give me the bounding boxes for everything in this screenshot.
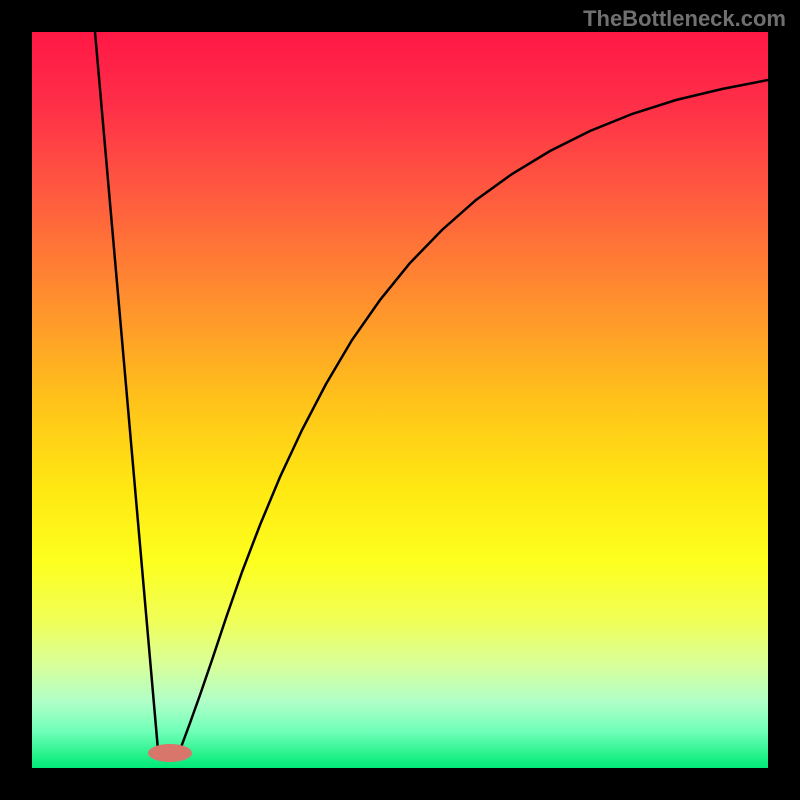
plot-background: [32, 32, 768, 768]
bottleneck-marker: [148, 744, 192, 762]
watermark-text: TheBottleneck.com: [583, 6, 786, 32]
chart-svg: [0, 0, 800, 800]
chart-container: TheBottleneck.com: [0, 0, 800, 800]
